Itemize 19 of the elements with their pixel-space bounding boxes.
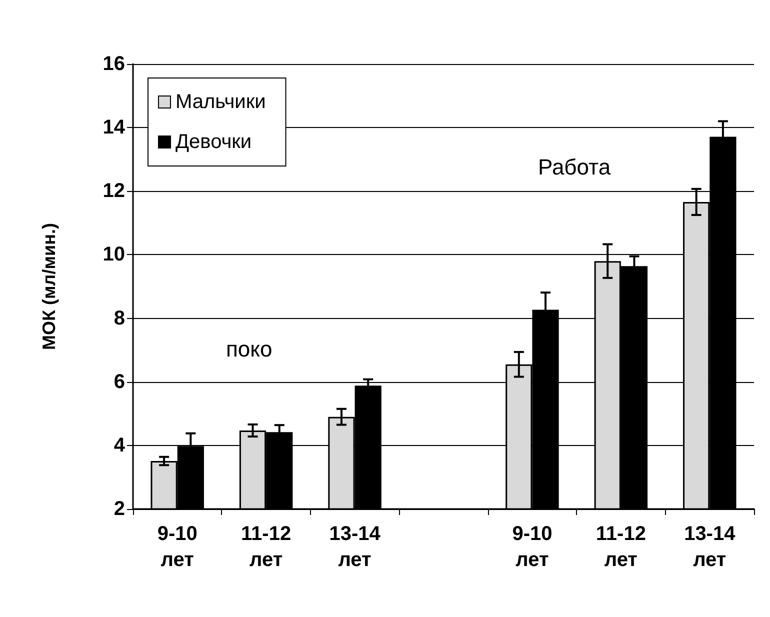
annotation: Работа [538, 154, 612, 180]
y-tick-label: 16 [102, 53, 125, 75]
x-tick-label: 13-14 лет [329, 523, 382, 571]
x-tick-label: 11-12 лет [596, 523, 646, 571]
y-tick-label: 12 [102, 180, 125, 202]
legend-label: Мальчики [176, 91, 266, 113]
y-tick-label: 2 [114, 498, 125, 520]
y-tick-label: 4 [114, 434, 126, 456]
y-axis-title: МОК (мл/мин.) [39, 223, 59, 350]
x-tick-label: 9-10 лет [512, 523, 552, 571]
y-tick-label: 10 [102, 244, 125, 266]
y-tick-label: 8 [114, 307, 125, 330]
y-tick-label: 6 [114, 370, 125, 393]
x-tick-label: 9-10 лет [157, 523, 198, 571]
x-tick-label: 11-12 лет [241, 523, 292, 571]
annotation: поко [226, 336, 272, 362]
y-tick-label: 14 [102, 116, 126, 139]
x-tick-label: 13-14 лет [684, 523, 736, 571]
legend-label: Девочки [176, 131, 252, 153]
